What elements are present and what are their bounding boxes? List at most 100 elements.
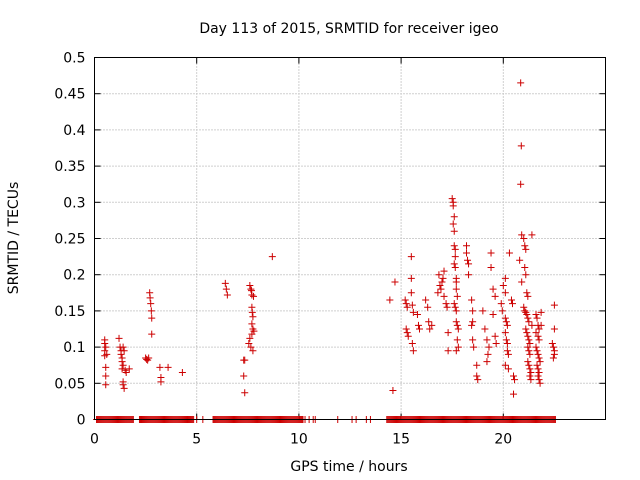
data-point (115, 334, 123, 342)
data-point (451, 303, 459, 311)
data-point (415, 325, 423, 333)
data-point (524, 292, 532, 300)
data-point (247, 343, 255, 351)
data-point (102, 343, 110, 351)
data-point (463, 242, 471, 250)
data-point (449, 220, 457, 228)
data-point (532, 311, 540, 319)
data-point (522, 271, 530, 279)
data-point (503, 347, 511, 355)
data-point (386, 296, 394, 304)
data-point (407, 274, 415, 282)
data-point (524, 314, 532, 322)
data-point (524, 343, 532, 351)
data-point (491, 332, 499, 340)
data-point (535, 336, 543, 344)
data-point (549, 354, 557, 362)
data-point (526, 365, 534, 373)
data-point (102, 372, 110, 380)
data-point (148, 314, 156, 322)
data-point (510, 390, 518, 398)
data-point (537, 308, 545, 316)
y-tick-label: 0.1 (63, 340, 85, 356)
data-point (120, 384, 128, 392)
data-point (523, 289, 531, 297)
data-point (426, 325, 434, 333)
data-point (487, 263, 495, 271)
data-point (241, 356, 249, 364)
data-point (164, 363, 172, 371)
data-point (248, 308, 256, 316)
data-point (524, 332, 532, 340)
data-point (502, 318, 510, 326)
data-point (148, 330, 156, 338)
data-point (521, 242, 529, 250)
data-point (125, 365, 133, 373)
data-point (453, 336, 461, 344)
x-tick-labels: 0 5 10 15 20 (90, 432, 512, 448)
data-point (402, 300, 410, 308)
data-point (548, 339, 556, 347)
data-point (248, 330, 256, 338)
data-point (240, 372, 248, 380)
data-point (428, 321, 436, 329)
data-point (501, 329, 509, 337)
x-tick-label: 10 (290, 432, 308, 448)
data-point (453, 321, 461, 329)
data-point (525, 318, 533, 326)
data-point (118, 365, 126, 373)
data-point (248, 291, 256, 299)
data-point (440, 292, 448, 300)
data-point (436, 282, 444, 290)
data-point (470, 343, 478, 351)
data-point (249, 347, 257, 355)
data-point (452, 347, 460, 355)
data-point (448, 195, 456, 203)
data-point (517, 180, 525, 188)
data-point (407, 253, 415, 261)
data-point (101, 336, 109, 344)
data-point (518, 278, 526, 286)
data-point (451, 253, 459, 261)
data-point (528, 231, 536, 239)
data-point (223, 291, 231, 299)
y-tick-label: 0.05 (54, 376, 85, 392)
data-point (452, 285, 460, 293)
data-point (525, 361, 533, 369)
data-point (403, 329, 411, 337)
data-point (485, 343, 493, 351)
data-point (473, 361, 481, 369)
x-tick-label: 0 (90, 432, 99, 448)
data-point (147, 307, 155, 315)
data-point (102, 363, 110, 371)
data-point (501, 274, 509, 282)
data-point (439, 274, 447, 282)
data-point (504, 350, 512, 358)
data-point (521, 307, 529, 315)
data-point (449, 202, 457, 210)
data-point (434, 289, 442, 297)
data-point (550, 325, 558, 333)
data-point (520, 235, 528, 242)
data-point (249, 313, 257, 321)
data-point (407, 289, 415, 297)
data-point (517, 142, 525, 150)
data-point (247, 285, 255, 293)
data-point (452, 307, 460, 315)
data-point (117, 350, 125, 358)
data-point (178, 368, 186, 376)
data-point (451, 245, 459, 253)
y-tick-labels: 0 0.05 0.1 0.15 0.2 0.25 0.3 0.35 0.4 0.45 0.5 (54, 51, 85, 429)
data-point (516, 256, 524, 264)
data-point (521, 263, 529, 271)
data-point (523, 311, 531, 319)
chart-title: Day 113 of 2015, SRMTID for receiver ige… (199, 21, 498, 37)
data-point (536, 379, 544, 387)
data-point (402, 325, 410, 333)
data-point (526, 339, 534, 347)
data-point (413, 311, 421, 319)
data-point (422, 296, 430, 304)
x-tick-label: 15 (392, 432, 410, 448)
data-point (424, 303, 432, 311)
y-tick-label: 0.5 (63, 51, 85, 67)
